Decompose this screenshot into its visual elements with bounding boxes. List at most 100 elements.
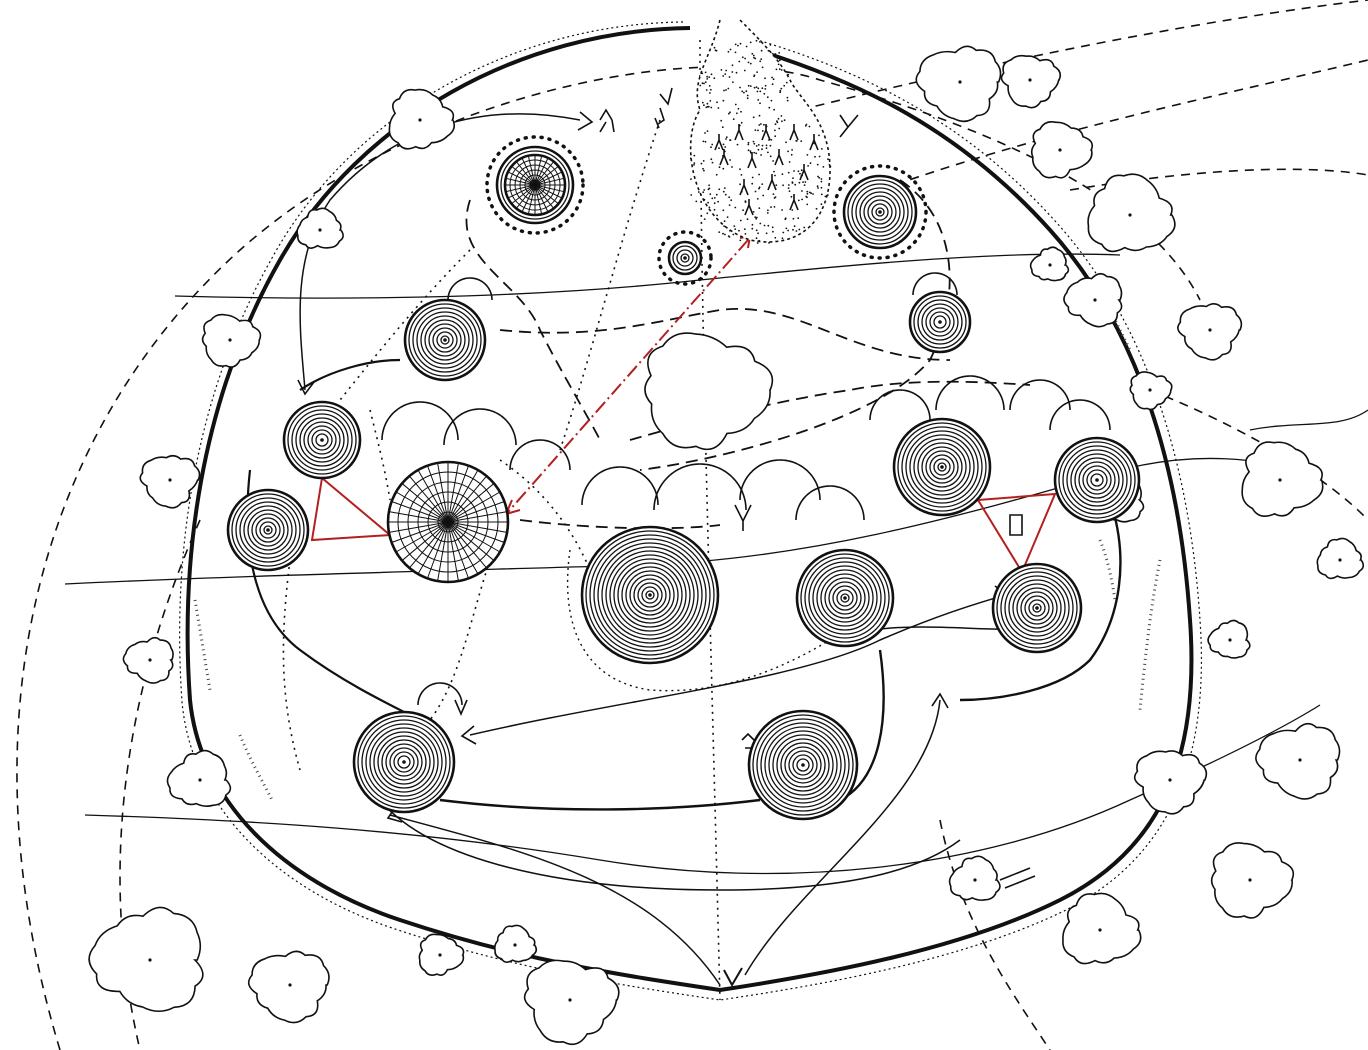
ring <box>389 747 419 777</box>
red-dash-dot-axis <box>507 239 749 513</box>
ringed-circle <box>282 400 362 480</box>
tree-canopy-icon <box>1241 441 1324 517</box>
ring <box>796 758 810 772</box>
canopy-arc <box>795 485 865 521</box>
stipple-dot <box>769 44 772 46</box>
stipple-dot <box>718 166 721 169</box>
stipple-dot <box>795 140 798 142</box>
ring <box>412 307 478 373</box>
stipple-dot <box>710 158 713 161</box>
ring <box>601 546 699 644</box>
person-figure-icon <box>767 174 777 191</box>
dashed-path <box>639 179 951 471</box>
stipple-dot <box>746 97 749 100</box>
ring <box>917 442 967 492</box>
entry-path-left <box>389 814 721 986</box>
bench-icon <box>999 867 1036 889</box>
stipple-dot <box>756 71 758 73</box>
pond-outline <box>689 19 831 243</box>
stipple-dot <box>705 89 708 91</box>
stipple-patch <box>1098 289 1132 351</box>
stipple-dot <box>722 167 725 170</box>
tree-outline <box>1210 842 1295 919</box>
stipple-dot <box>795 230 798 232</box>
ring-center <box>801 763 805 767</box>
ring <box>593 538 707 652</box>
stipple-dot <box>778 68 781 71</box>
grove-edge <box>959 499 1122 702</box>
stipple-dot <box>787 73 790 76</box>
stipple-dot <box>777 117 780 120</box>
stipple-dot <box>689 157 692 160</box>
ring <box>925 450 959 484</box>
tree-trunk-dot <box>1093 298 1097 302</box>
ring-center <box>683 256 687 260</box>
stipple-dot <box>774 123 777 126</box>
stipple-dot <box>758 173 760 176</box>
dotted-halo <box>485 135 585 235</box>
stipple-dot <box>704 71 707 74</box>
stipple-dot <box>697 191 700 193</box>
canopy-arc <box>653 463 747 511</box>
stipple-dot <box>747 149 750 152</box>
ring <box>299 417 345 463</box>
stipple-patch <box>1098 539 1117 601</box>
tree-outline <box>1177 303 1243 361</box>
person-figure-icon <box>719 149 729 166</box>
stipple-dot <box>703 104 705 107</box>
stipple-dot <box>690 194 693 196</box>
stipple-dot <box>734 103 737 106</box>
ring <box>863 195 897 229</box>
stipple-dot <box>771 83 774 86</box>
stipple-dot <box>770 99 773 102</box>
person-figure-icon <box>747 152 757 169</box>
dashed-path <box>465 199 601 441</box>
stippled-pond <box>689 19 832 244</box>
stipple-dot <box>747 141 750 144</box>
grove-edge <box>839 649 885 802</box>
ring-center <box>320 438 324 442</box>
tree-trunk-dot <box>198 778 202 782</box>
tree-trunk-dot <box>1228 638 1232 642</box>
stipple-dot <box>804 124 807 127</box>
ring <box>871 203 889 221</box>
stipple-dot <box>743 228 746 231</box>
ring <box>377 735 431 789</box>
tree-canopy-icon <box>166 749 232 808</box>
stipple-dot <box>737 44 739 47</box>
tree-canopy-icon <box>494 924 538 963</box>
stipple-dot <box>767 49 770 52</box>
stipple-dot <box>779 89 782 92</box>
stipple-dot <box>744 233 747 235</box>
ring <box>764 726 842 804</box>
ringed-circle <box>657 230 713 286</box>
ring <box>393 751 415 773</box>
ring <box>243 505 293 555</box>
stipple-dot <box>709 100 712 102</box>
ring <box>996 567 1078 649</box>
stipple-dot <box>781 209 783 211</box>
ring <box>929 311 951 333</box>
ring <box>621 566 679 624</box>
stipple-dot <box>773 206 776 208</box>
ring <box>637 582 663 608</box>
stipple-dot <box>798 181 801 184</box>
tree-trunk-dot <box>1058 148 1062 152</box>
ring <box>1020 591 1054 625</box>
radial-ring <box>407 481 489 563</box>
stipple-dot <box>802 181 804 184</box>
ring <box>921 446 963 488</box>
stipple-dot <box>779 56 782 59</box>
stipple-dot <box>713 208 716 211</box>
stipple-dot <box>758 239 761 242</box>
inner-path <box>469 594 1006 736</box>
ring <box>585 530 715 660</box>
stipple-dot <box>751 182 754 185</box>
stipple-dot <box>817 175 819 178</box>
stipple-dot <box>720 119 723 122</box>
stipple-dot <box>803 226 806 229</box>
tree-outline <box>1133 750 1208 815</box>
stipple-dot <box>715 193 718 196</box>
person-figure-icon <box>734 124 744 141</box>
stipple-dot <box>772 160 774 162</box>
